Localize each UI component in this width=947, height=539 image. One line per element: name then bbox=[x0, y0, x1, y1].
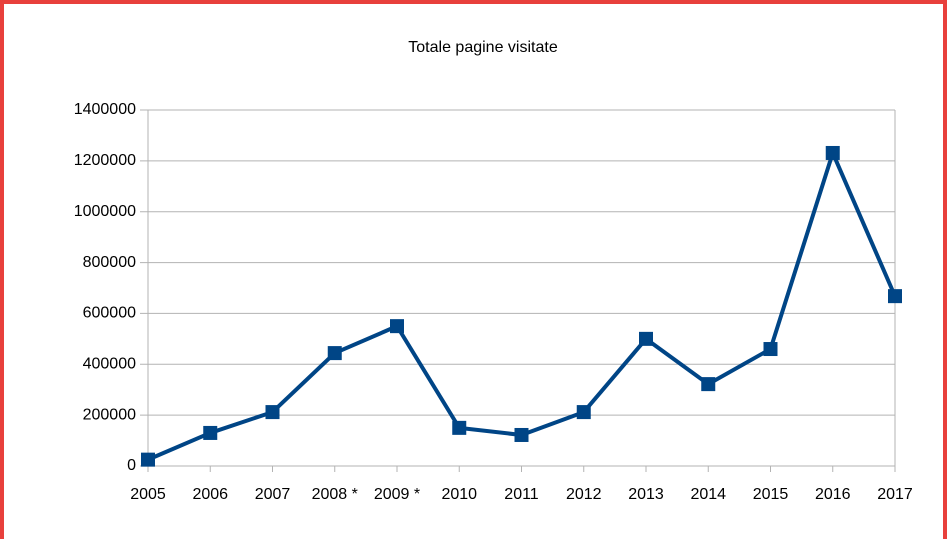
point-marker bbox=[327, 346, 342, 361]
x-tick-label: 2017 bbox=[877, 486, 913, 503]
x-tick-label: 2006 bbox=[192, 486, 228, 503]
point-marker bbox=[576, 405, 591, 420]
point-marker bbox=[763, 342, 778, 357]
point-marker bbox=[390, 319, 404, 334]
x-tick-label: 2011 bbox=[504, 486, 539, 503]
x-tick-label: 2010 bbox=[441, 486, 477, 503]
chart-title: Totale pagine visitate bbox=[408, 39, 558, 56]
point-marker bbox=[203, 425, 218, 440]
y-tick-label: 1200000 bbox=[74, 152, 136, 169]
y-tick-label: 0 bbox=[127, 457, 136, 474]
x-tick-label: 2015 bbox=[753, 486, 789, 503]
y-tick-label: 600000 bbox=[83, 305, 136, 322]
point-marker bbox=[701, 377, 716, 392]
x-tick-label: 2016 bbox=[815, 486, 851, 503]
point-marker bbox=[888, 289, 902, 304]
y-tick-label: 1400000 bbox=[74, 101, 136, 118]
y-tick-label: 1000000 bbox=[74, 203, 136, 220]
point-marker bbox=[514, 427, 529, 442]
point-marker bbox=[639, 331, 653, 346]
x-tick-label: 2013 bbox=[628, 486, 664, 503]
point-marker bbox=[265, 405, 280, 420]
x-tick-label: 2009 * bbox=[374, 486, 420, 503]
x-tick-label: 2012 bbox=[566, 486, 602, 503]
y-tick-label: 200000 bbox=[83, 406, 136, 423]
x-tick-label: 2014 bbox=[690, 486, 726, 503]
y-tick-label: 400000 bbox=[83, 356, 136, 373]
y-tick-label: 800000 bbox=[83, 254, 136, 271]
point-marker bbox=[141, 452, 155, 467]
x-tick-label: 2008 * bbox=[312, 486, 358, 503]
point-marker bbox=[452, 420, 467, 435]
x-tick-label: 2007 bbox=[255, 486, 291, 503]
x-tick-label: 2005 bbox=[130, 486, 166, 503]
point-marker bbox=[825, 145, 840, 160]
